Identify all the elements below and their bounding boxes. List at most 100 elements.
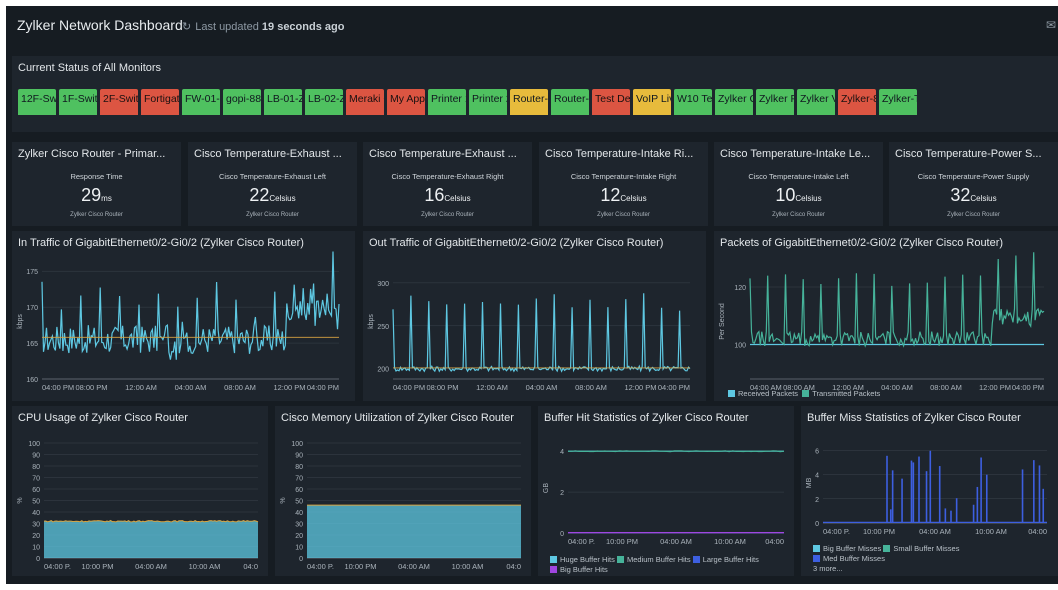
status-chip[interactable]: W10 Test [674,89,712,115]
kpi-panel[interactable]: Cisco Temperature-Exhaust ... Cisco Tempe… [363,142,532,226]
legend-large-buffer-hits[interactable]: Large Buffer Hits [692,555,759,564]
bar-mark [1033,460,1035,523]
legend-received-packets[interactable]: Received Packets [728,389,798,398]
status-chip[interactable]: gopi-8825 [223,89,261,115]
y-tick-label: 90 [32,453,40,460]
status-chip[interactable]: My Applications [387,89,425,115]
legend-small-buffer-misses[interactable]: Small Buffer Misses [883,544,959,553]
x-tick-label: 12:00 PM [273,383,305,392]
status-chip[interactable]: 1F-Switch [59,89,97,115]
kpi-panel[interactable]: Cisco Temperature-Intake Le... Cisco Temp… [714,142,883,226]
cpu-chart[interactable]: 0 10 20 30 40 50 60 70 80 90 100% 04:00 P. 10:00 PM 0… [12,406,268,576]
status-chip[interactable]: Zylker-8825 [838,89,876,115]
status-chip[interactable]: Router-02 [510,89,548,115]
legend-medium-label: Medium Buffer Hits [626,555,691,564]
bar-mark [1042,488,1045,523]
y-tick-label: 50 [295,499,303,506]
refresh-icon[interactable]: ↻ [182,21,192,33]
y-axis-label: % [280,497,287,503]
y-tick-label: 20 [32,533,40,540]
y-tick-label: 80 [32,464,40,471]
memory-chart[interactable]: 0 10 20 30 40 50 60 70 80 90 100% 04:00 P. 10:00 PM 0… [275,406,531,576]
legend-huge-buffer-hits[interactable]: Huge Buffer Hits [550,555,615,564]
buffer-miss-legend: Big Buffer Misses Small Buffer Misses Me… [813,544,959,574]
kpi-metric-name: Cisco Temperature-Intake Right [570,172,677,181]
buffer-miss-chart[interactable]: 0 2 4 6 MB 04:00 P. 10:00 PM 04:00 AM 10:00 AM 04… [801,406,1058,576]
y-tick-label: 10 [32,545,40,552]
kpi-panel[interactable]: Cisco Temperature-Exhaust ... Cisco Tempe… [188,142,357,226]
kpi-unit: Celsius [444,194,471,203]
status-chip[interactable]: LB-01-Zylker [264,89,302,115]
x-tick-label: 04:00 AM [175,383,207,392]
status-chip[interactable]: Zylker-Test [879,89,917,115]
status-chip[interactable]: 12F-Switch [18,89,56,115]
y-tick-label: 4 [560,449,564,456]
kpi-unit: ms [101,194,112,203]
y-tick-label: 120 [734,285,746,292]
status-chip[interactable]: Router-03 [551,89,589,115]
bar-mark [925,471,928,523]
status-chip[interactable]: VoIP Live [633,89,671,115]
x-tick-label: 12:00 PM [979,383,1011,392]
status-chip[interactable]: FW-01-Zylker [182,89,220,115]
status-chip[interactable]: Fortigate [141,89,179,115]
y-tick-label: 70 [295,476,303,483]
legend-med-buffer-misses[interactable]: Med Buffer Misses [813,554,885,563]
legend-transmitted-packets[interactable]: Transmitted Packets [802,389,880,398]
y-tick-label: 40 [295,510,303,517]
kpi-panel[interactable]: Cisco Temperature-Power S... Cisco Temper… [889,142,1058,226]
x-tick-label: 04:00 PM [658,383,690,392]
status-chip[interactable]: LB-02-Zylker [305,89,343,115]
series-area [44,520,258,558]
status-chip[interactable]: Printer 1F [428,89,466,115]
status-chip[interactable]: Test Device [592,89,630,115]
chat-icon[interactable]: ✉ [1045,18,1056,32]
legend-swatch [616,556,624,563]
bar-mark [912,462,915,523]
x-tick-label: 12:00 AM [832,383,864,392]
status-chip[interactable]: Zylker VPN [797,89,835,115]
y-tick-label: 80 [295,464,303,471]
legend-big-miss-label: Big Buffer Misses [823,544,882,553]
x-tick-label: 04:00 P. [568,537,595,546]
kpi-title: Cisco Temperature-Exhaust ... [194,148,342,160]
packets-panel: Packets of GigabitEthernet0/2-Gi0/2 (Zyl… [714,231,1058,401]
legend-big-buffer-misses[interactable]: Big Buffer Misses [813,544,881,553]
status-chip[interactable]: 2F-Switch [100,89,138,115]
memory-panel: Cisco Memory Utilization of Zylker Cisco… [275,406,531,576]
buffer-hit-title: Buffer Hit Statistics of Zylker Cisco Ro… [544,412,749,424]
y-axis-label: Per Second [719,303,726,340]
x-tick-label: 12:00 PM [624,383,656,392]
kpi-title: Cisco Temperature-Power S... [895,148,1042,160]
status-chip[interactable]: Meraki Controller [346,89,384,115]
status-chip[interactable]: Zylker Cisco [715,89,753,115]
x-tick-label: 04:00 PM [393,383,425,392]
y-tick-label: 10 [295,545,303,552]
y-axis-label: kbps [17,314,24,329]
last-updated-prefix: Last updated [195,21,259,33]
x-tick-label: 04:00 P. [307,562,334,571]
kpi-panel[interactable]: Cisco Temperature-Intake Ri... Cisco Temp… [539,142,708,226]
y-tick-label: 60 [32,487,40,494]
y-tick-label: 0 [36,556,40,563]
legend-small-miss-label: Small Buffer Misses [893,544,960,553]
legend-medium-buffer-hits[interactable]: Medium Buffer Hits [616,555,691,564]
y-tick-label: 50 [32,499,40,506]
buffer-hit-chart[interactable]: 0 2 4 GB 04:00 P. 10:00 PM 04:00 AM 10:00 AM 04:… [538,406,794,576]
series-line [43,519,259,523]
status-chip[interactable]: Zylker FW [756,89,794,115]
y-tick-label: 200 [377,367,389,374]
kpi-panel[interactable]: Zylker Cisco Router - Primar... Response … [12,142,181,226]
y-tick-label: 30 [295,522,303,529]
legend-big-buffer-hits[interactable]: Big Buffer Hits [550,565,608,574]
dashboard-header: Zylker Network Dashboard ↻ Last updated 1… [6,6,1058,46]
kpi-number: 29 [81,185,102,205]
legend-more-link[interactable]: 3 more... [813,564,843,573]
x-tick-label: 04:00 AM [398,562,430,571]
status-chip[interactable]: Printer 2F [469,89,507,115]
y-tick-label: 90 [295,453,303,460]
kpi-value: 22Celsius [188,185,357,206]
